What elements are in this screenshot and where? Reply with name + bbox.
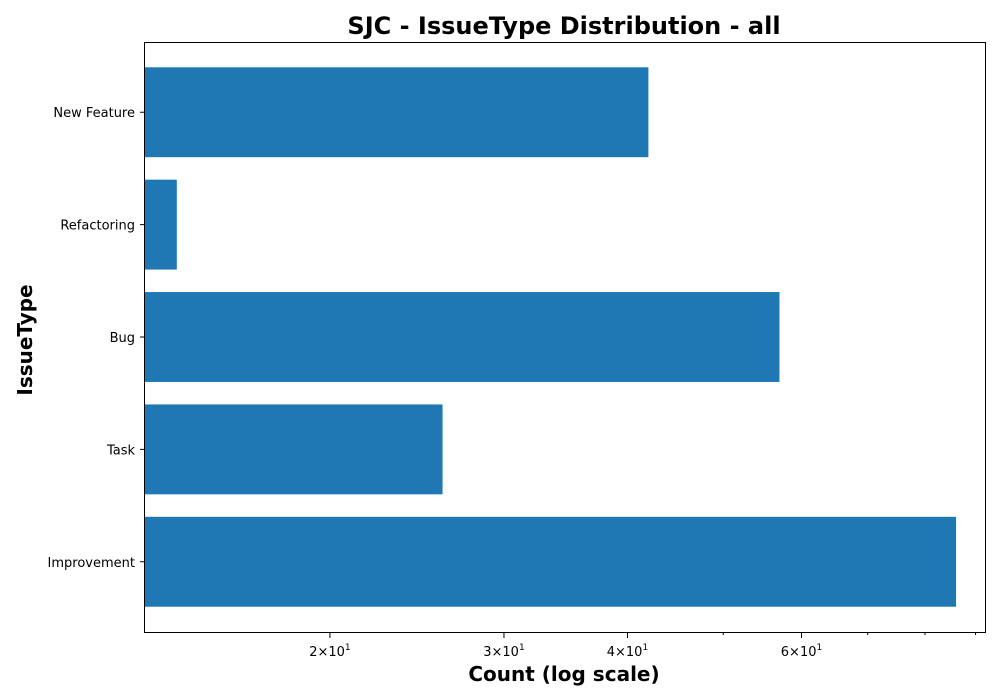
y-tick-label: Improvement (48, 556, 135, 571)
x-tick-label: 2×101 (309, 643, 350, 660)
x-tick-label: 4×101 (607, 643, 648, 660)
bar-refactoring (145, 179, 177, 270)
x-tick-label-mantissa: 3×10 (483, 645, 519, 660)
x-axis-label: Count (log scale) (468, 662, 659, 686)
bar-bug (145, 292, 780, 382)
x-tick-label-mantissa: 2×10 (309, 645, 345, 660)
bar-improvement (145, 516, 957, 607)
x-tick-label-mantissa: 6×10 (781, 645, 817, 660)
y-tick-label: Task (106, 443, 136, 458)
y-tick-label: New Feature (53, 106, 135, 121)
chart-title: SJC - IssueType Distribution - all (347, 12, 780, 40)
x-tick-label-exponent: 1 (345, 643, 351, 653)
bars-group (145, 67, 957, 607)
x-tick-label-exponent: 1 (642, 643, 648, 653)
bar-task (145, 404, 443, 495)
x-tick-label: 3×101 (483, 643, 524, 660)
y-axis: Improvement Task Bug Refactoring New Feature (48, 106, 145, 571)
y-tick-label: Bug (110, 331, 135, 346)
x-tick-label-mantissa: 4×10 (607, 645, 643, 660)
x-axis: 2×101 3×101 4×101 6×101 (309, 632, 977, 660)
y-axis-label: IssueType (13, 284, 37, 395)
x-tick-label: 6×101 (781, 643, 822, 660)
bar-new-feature (145, 67, 649, 158)
y-tick-label: Refactoring (60, 219, 135, 234)
x-tick-label-exponent: 1 (519, 643, 525, 653)
x-tick-label-exponent: 1 (817, 643, 823, 653)
